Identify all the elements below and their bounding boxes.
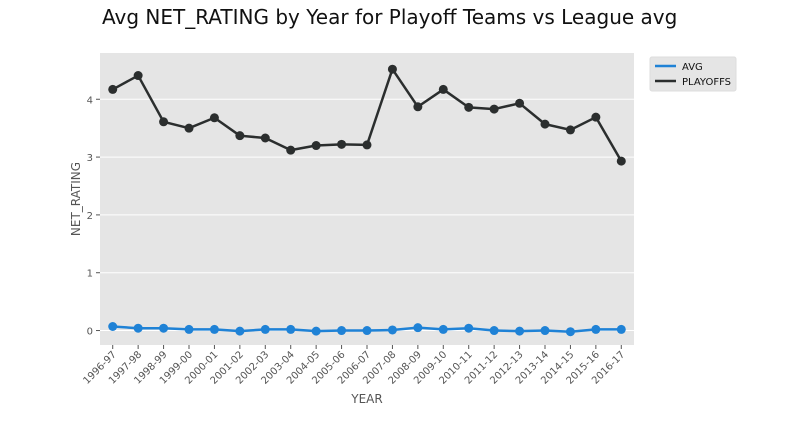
data-point	[387, 64, 397, 74]
series-avg	[108, 321, 626, 337]
y-tick-label: 2	[87, 211, 93, 222]
data-point	[591, 112, 601, 122]
data-point	[438, 324, 448, 334]
data-point	[260, 133, 270, 143]
data-point	[489, 104, 499, 114]
data-point	[337, 139, 347, 149]
data-point	[209, 324, 219, 334]
data-point	[565, 125, 575, 135]
x-axis-ticks: 1996-971997-981998-991999-002000-012001-…	[82, 345, 627, 387]
y-axis-label: NET_RATING	[69, 162, 83, 236]
legend-label: AVG	[682, 62, 703, 73]
legend-label: PLAYOFFS	[682, 77, 731, 88]
chart-title: Avg NET_RATING by Year for Playoff Teams…	[102, 5, 678, 29]
data-point	[159, 323, 169, 333]
data-point	[565, 327, 575, 337]
data-point	[311, 141, 321, 151]
data-point	[209, 113, 219, 123]
y-axis-ticks: 0 1 2 3 4	[87, 95, 100, 338]
data-point	[235, 326, 245, 336]
data-point	[286, 145, 296, 155]
data-point	[337, 326, 347, 336]
data-point	[362, 326, 372, 336]
data-point	[413, 323, 423, 333]
data-point	[184, 123, 194, 133]
y-tick-label: 0	[87, 327, 93, 338]
data-point	[591, 324, 601, 334]
series-playoffs	[108, 64, 626, 166]
data-point	[108, 321, 118, 331]
data-point	[260, 324, 270, 334]
data-point	[540, 326, 550, 336]
data-point	[184, 324, 194, 334]
data-point	[387, 325, 397, 335]
data-point	[464, 323, 474, 333]
data-point	[133, 323, 143, 333]
data-point	[133, 71, 143, 81]
data-point	[362, 140, 372, 150]
data-point	[515, 326, 525, 336]
data-point	[616, 324, 626, 334]
plot-area	[100, 53, 634, 345]
data-point	[159, 117, 169, 127]
data-point	[489, 326, 499, 336]
data-point	[235, 131, 245, 141]
data-point	[515, 98, 525, 108]
data-point	[438, 84, 448, 94]
data-point	[413, 102, 423, 112]
y-tick-label: 3	[87, 153, 93, 164]
data-point	[286, 324, 296, 334]
data-point	[464, 102, 474, 112]
y-tick-label: 4	[87, 95, 93, 106]
legend: AVG PLAYOFFS	[649, 56, 737, 92]
data-point	[616, 156, 626, 166]
x-axis-label: YEAR	[350, 392, 382, 406]
data-point	[311, 326, 321, 336]
series-layer	[108, 64, 626, 337]
y-tick-label: 1	[87, 269, 93, 280]
data-point	[540, 119, 550, 129]
data-point	[108, 84, 118, 94]
